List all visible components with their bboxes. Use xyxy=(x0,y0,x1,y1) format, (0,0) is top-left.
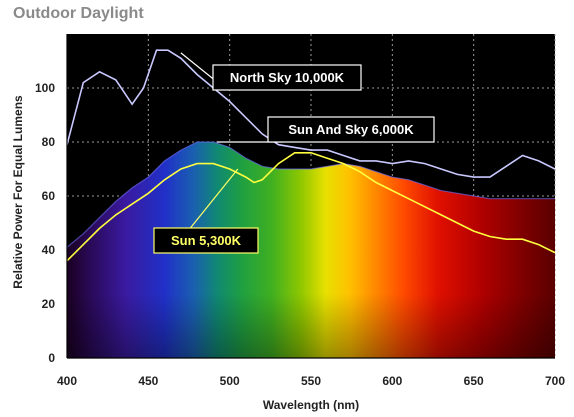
x-tick-label: 400 xyxy=(57,374,77,388)
series-line-1 xyxy=(67,141,555,248)
x-tick-label: 600 xyxy=(382,374,402,388)
y-tick-label: 40 xyxy=(42,243,56,257)
annotation-box xyxy=(267,116,435,143)
y-tick-label: 60 xyxy=(42,189,56,203)
annotation-2: Sun 5,300K xyxy=(153,168,259,254)
annotation-text: North Sky 10,000K xyxy=(230,70,345,85)
annotation-1: Sun And Sky 6,000K xyxy=(216,116,435,143)
x-tick-label: 700 xyxy=(545,374,565,388)
x-tick-label: 550 xyxy=(301,374,321,388)
annotations: North Sky 10,000K Sun And Sky 6,000K Sun 5… xyxy=(153,52,435,254)
x-tick-label: 650 xyxy=(464,374,484,388)
annotation-box xyxy=(153,227,259,254)
y-tick-label: 20 xyxy=(42,297,56,311)
annotation-text: Sun And Sky 6,000K xyxy=(288,122,414,137)
series-lines xyxy=(67,49,555,262)
tick-labels: 400 450 500 550 600 650 700 0 20 40 60 80 100 xyxy=(35,81,565,388)
annotation-text: Sun 5,300K xyxy=(171,233,242,248)
y-tick-label: 0 xyxy=(48,351,55,365)
series-line-0 xyxy=(67,49,555,178)
spectrum-shade xyxy=(67,142,555,358)
spectrum-fill xyxy=(67,142,555,358)
x-axis-label: Wavelength (nm) xyxy=(263,398,359,412)
axes xyxy=(66,34,555,359)
y-tick-label: 100 xyxy=(35,81,55,95)
annotation-leader xyxy=(189,168,239,229)
x-tick-label: 500 xyxy=(220,374,240,388)
series-line-2 xyxy=(67,152,555,262)
x-tick-label: 450 xyxy=(138,374,158,388)
annotation-0: North Sky 10,000K xyxy=(180,52,362,91)
y-axis-label: Relative Power For Equal Lumens xyxy=(11,95,25,289)
y-tick-label: 80 xyxy=(42,135,56,149)
annotation-box xyxy=(212,64,362,91)
page-title: Outdoor Daylight xyxy=(13,5,144,22)
